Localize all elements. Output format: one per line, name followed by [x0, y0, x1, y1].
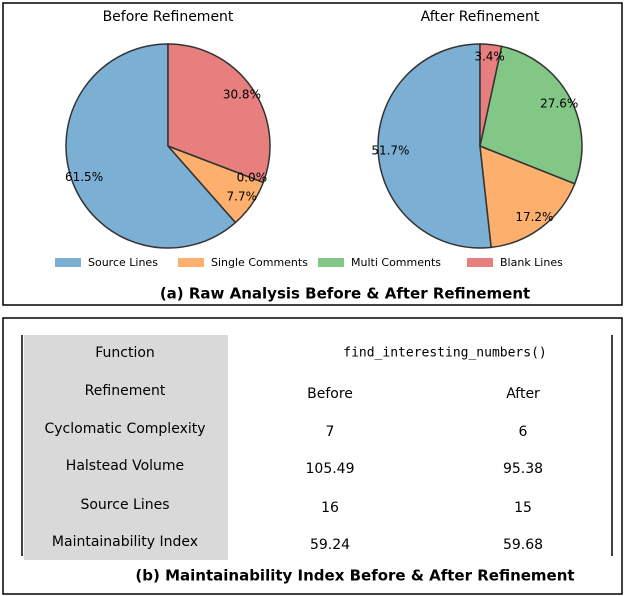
pie-value-label: 27.6%	[540, 96, 578, 110]
legend-swatch	[178, 258, 204, 267]
pie-slice	[167, 43, 271, 184]
table-cell: 15	[514, 500, 532, 516]
legend-swatch	[467, 258, 493, 267]
pie-slice	[377, 43, 493, 249]
pie-value-label: 61.5%	[65, 170, 103, 184]
table-cell: 59.68	[503, 537, 543, 553]
pie-value-label: 0.0%	[237, 170, 268, 184]
pie-value-label: 30.8%	[223, 88, 261, 102]
panel-a-border	[2, 2, 623, 306]
pie-value-label: 51.7%	[371, 143, 409, 157]
table-row-header: Function	[95, 345, 155, 361]
legend-label: Blank Lines	[500, 256, 563, 269]
caption-b: (b) Maintainability Index Before & After…	[135, 567, 574, 585]
legend-swatch	[55, 258, 81, 267]
pie-title: After Refinement	[421, 9, 540, 25]
pie-value-label: 3.4%	[474, 49, 505, 63]
pie-value-label: 17.2%	[515, 210, 553, 224]
table-cell: 59.24	[310, 537, 350, 553]
legend-swatch	[318, 258, 344, 267]
table-row-header: Cyclomatic Complexity	[44, 421, 205, 437]
pie-value-label: 7.7%	[227, 190, 258, 204]
caption-a: (a) Raw Analysis Before & After Refineme…	[160, 285, 530, 303]
pie-slice	[479, 144, 576, 249]
table-cell: 95.38	[503, 461, 543, 477]
panel-b-border	[2, 317, 623, 595]
table-row-header: Halstead Volume	[66, 458, 184, 474]
legend-label: Source Lines	[88, 256, 158, 269]
table-cell: 7	[326, 424, 335, 440]
pie-slice	[65, 43, 237, 249]
table-header-column	[24, 335, 228, 560]
table-cell: 6	[519, 424, 528, 440]
table-row-header: Refinement	[85, 383, 166, 399]
table-cell: Before	[307, 386, 353, 402]
legend-label: Multi Comments	[351, 256, 441, 269]
pie-title: Before Refinement	[103, 9, 234, 25]
pie-slice	[479, 43, 503, 147]
pie-slice	[479, 45, 583, 185]
table-row-header: Source Lines	[80, 497, 169, 513]
table-cell: 16	[321, 500, 339, 516]
table-row-header: Maintainability Index	[52, 534, 198, 550]
table-cell: After	[506, 386, 540, 402]
table-cell: 105.49	[306, 461, 355, 477]
legend-label: Single Comments	[211, 256, 308, 269]
table-cell: find_interesting_numbers()	[343, 346, 547, 361]
